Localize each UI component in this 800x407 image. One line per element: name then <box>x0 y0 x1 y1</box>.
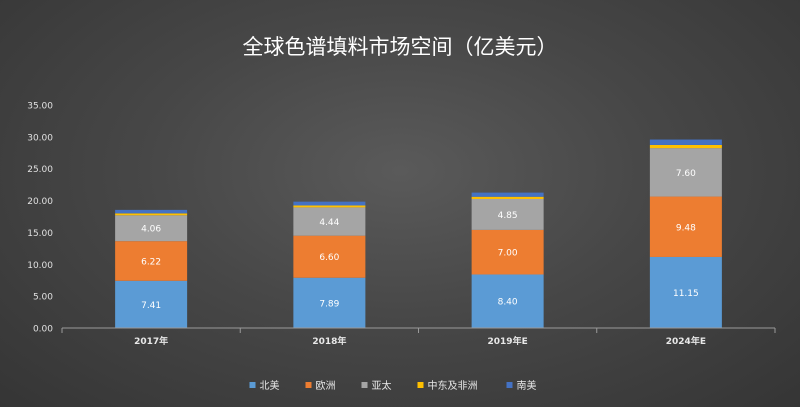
data-label: 6.22 <box>141 257 161 267</box>
legend-swatch <box>417 382 424 388</box>
bar-segment <box>649 144 722 149</box>
y-tick-label: 15.00 <box>27 229 53 239</box>
data-label: 4.85 <box>498 211 518 221</box>
x-tick-label: 2018年 <box>312 335 346 347</box>
x-tick-label: 2024年E <box>666 335 706 347</box>
data-label: 6.60 <box>319 253 339 263</box>
data-label: 7.00 <box>498 249 518 259</box>
data-label: 7.41 <box>141 301 161 311</box>
y-tick-label: 30.00 <box>27 133 53 143</box>
data-label: 7.60 <box>676 169 696 179</box>
legend-label: 欧洲 <box>316 380 336 392</box>
y-axis: 0.00 5.00 10.00 15.00 20.00 25.00 30.00 35.00 <box>27 102 53 335</box>
legend-swatch <box>249 382 256 388</box>
legend-swatch <box>305 382 312 388</box>
bar-segment <box>471 196 544 199</box>
data-label: 4.06 <box>141 225 161 235</box>
y-tick-label: 25.00 <box>27 165 53 175</box>
x-axis: 2017年 2018年 2019年E 2024年E <box>61 327 776 347</box>
bar-segment <box>115 241 188 281</box>
bar-segment <box>293 207 366 236</box>
bar-segment <box>649 139 722 145</box>
legend-label: 中东及非洲 <box>428 379 478 392</box>
bar-segment <box>293 205 366 208</box>
y-tick-label: 0.00 <box>33 325 53 335</box>
legend-swatch <box>361 382 368 388</box>
bar-segment <box>293 201 366 206</box>
bar-segment <box>115 215 188 242</box>
data-label: 9.48 <box>676 223 696 233</box>
bar-segment <box>471 192 544 197</box>
plot-area: 7.41 6.22 4.06 7.89 6.60 4.44 8.40 7.00 4.85 11.1… <box>115 139 722 328</box>
legend-label: 北美 <box>260 379 280 392</box>
legend: 北美 欧洲 亚太 中东及非洲 南美 <box>249 379 537 392</box>
bar-segment <box>115 213 188 216</box>
y-tick-label: 5.00 <box>33 293 53 303</box>
bar-segment <box>471 274 544 328</box>
x-tick-label: 2017年 <box>134 335 168 347</box>
x-tick-label: 2019年E <box>488 335 528 347</box>
data-label: 4.44 <box>319 218 339 228</box>
bar-segment <box>115 280 188 328</box>
legend-label: 亚太 <box>372 379 392 392</box>
y-tick-label: 35.00 <box>27 102 53 112</box>
y-tick-label: 10.00 <box>27 261 53 271</box>
legend-swatch <box>506 382 513 388</box>
bar-segment <box>293 235 366 278</box>
bar-segment <box>471 198 544 230</box>
y-tick-label: 20.00 <box>27 197 53 207</box>
bar-segment <box>649 196 722 257</box>
bar-segment <box>115 209 188 214</box>
data-label: 11.15 <box>673 289 699 299</box>
data-label: 8.40 <box>498 298 518 308</box>
bar-segment <box>293 277 366 328</box>
bar-segment <box>649 256 722 328</box>
data-label: 7.89 <box>319 299 339 309</box>
bar-segment <box>471 229 544 275</box>
bar-segment <box>649 148 722 197</box>
chart-title: 全球色谱填料市场空间（亿美元） <box>243 35 558 59</box>
legend-label: 南美 <box>517 379 537 392</box>
